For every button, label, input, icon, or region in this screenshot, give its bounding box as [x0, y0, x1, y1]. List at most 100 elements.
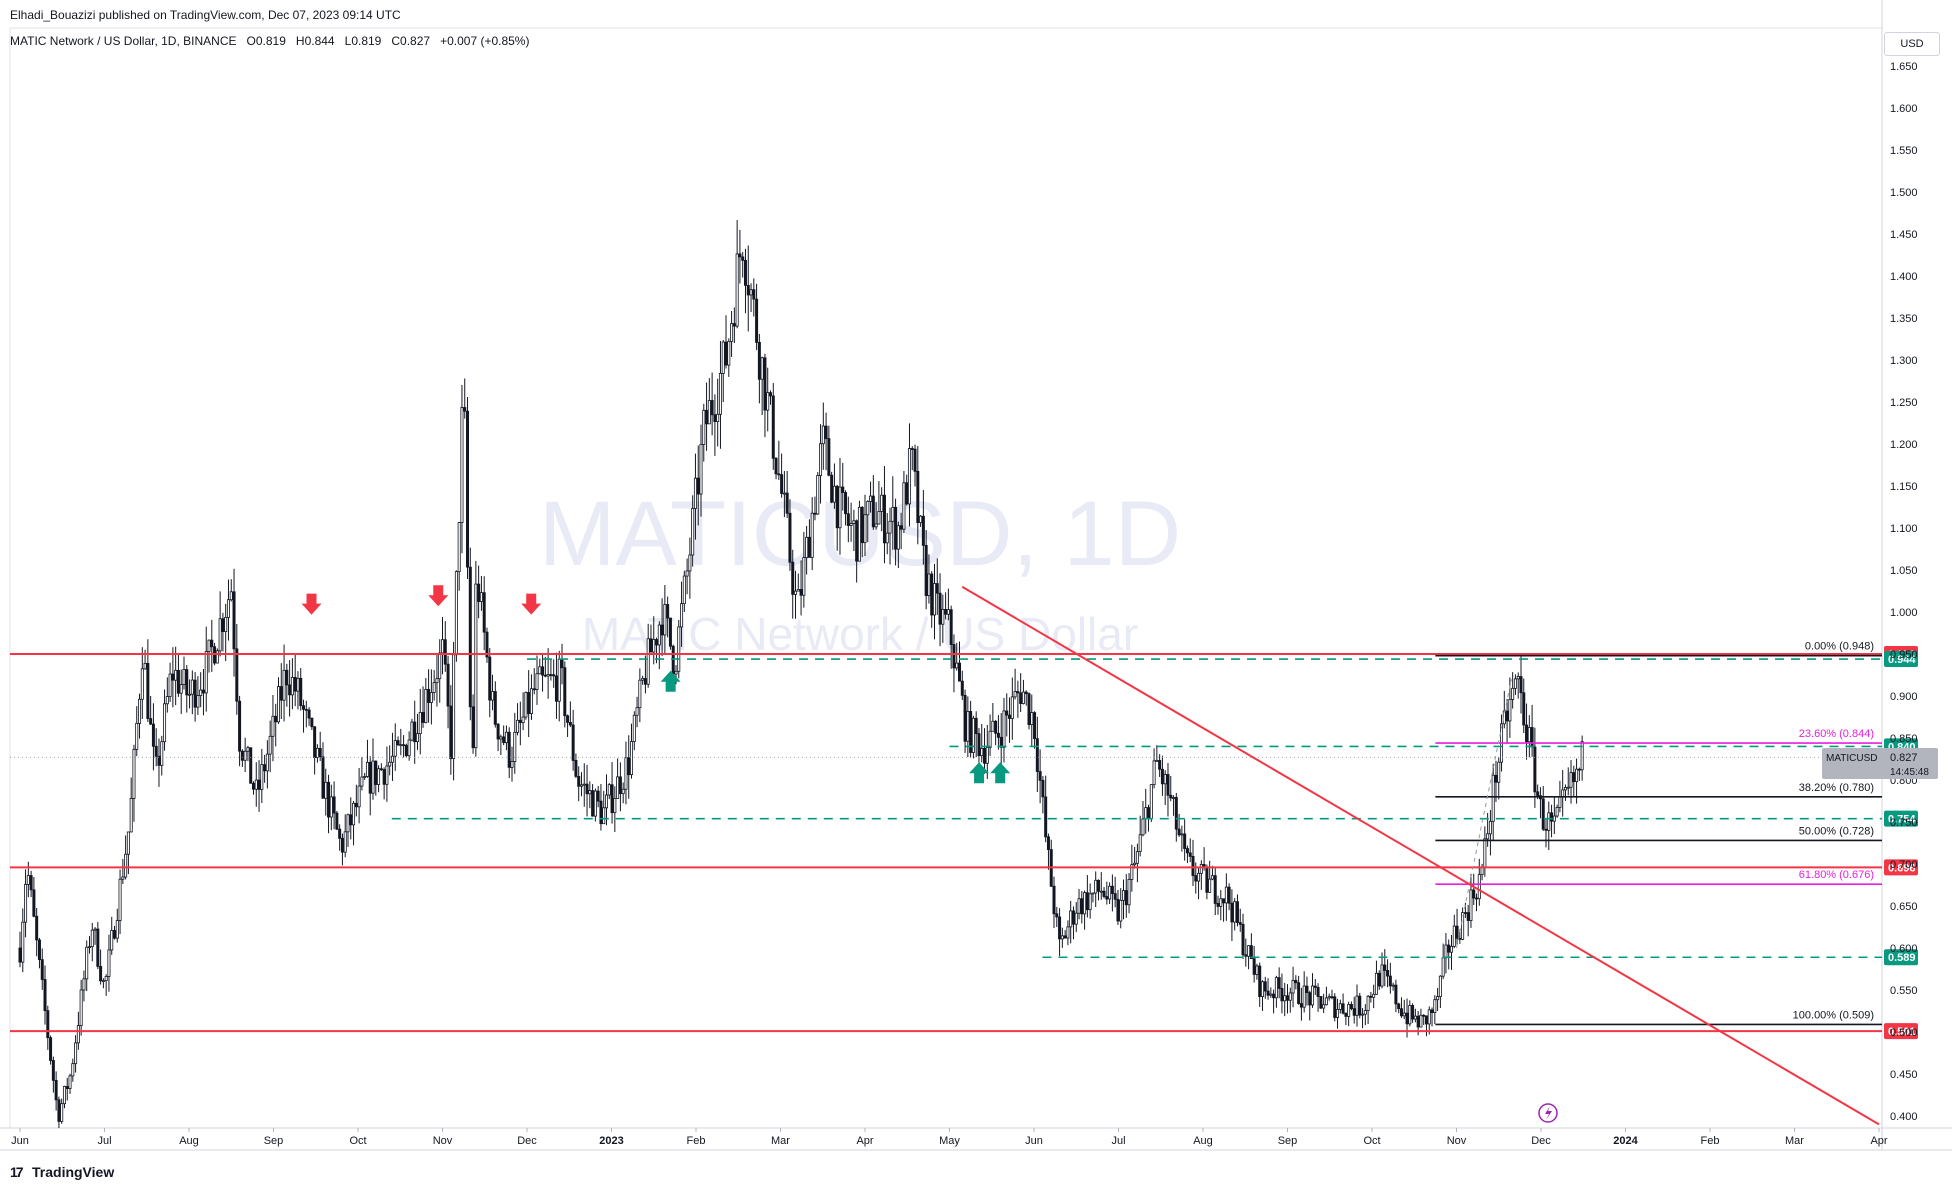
candle-body [1005, 710, 1009, 716]
price-tick-label: 1.450 [1890, 229, 1918, 241]
brand-name: TradingView [32, 1164, 115, 1180]
symbol-title[interactable]: MATIC Network / US Dollar, 1D, BINANCE [10, 34, 237, 48]
candle-body [313, 726, 317, 758]
tradingview-logo[interactable]: 17 TradingView [10, 1164, 114, 1180]
candle-body [1260, 981, 1264, 997]
candle-body [1222, 898, 1226, 904]
candle-body [263, 764, 267, 772]
candle-body [87, 946, 91, 949]
candle-body [1185, 848, 1189, 854]
candle-body [268, 735, 272, 755]
time-tick-label: Nov [1447, 1135, 1467, 1147]
candle-body [1558, 796, 1562, 808]
candle-body [274, 715, 278, 723]
candle-body [1455, 925, 1459, 939]
candle-body [115, 920, 119, 939]
candle-body [1424, 1015, 1428, 1025]
candle-body [1241, 923, 1245, 956]
candle-body [746, 285, 750, 296]
candle-body [1283, 995, 1287, 1002]
candle-body [491, 691, 495, 701]
candle-body [215, 650, 219, 664]
lightning-icon[interactable] [1538, 1103, 1558, 1123]
candle-body [705, 409, 709, 425]
candle-body [1255, 965, 1259, 975]
candle-body [1580, 741, 1584, 771]
candle-body [969, 711, 973, 753]
candle-body [1174, 797, 1178, 830]
candle-body [463, 407, 467, 412]
candle-body [390, 755, 394, 763]
candle-body [160, 741, 164, 766]
candle-body [485, 631, 489, 658]
candle-body [958, 662, 962, 682]
candle-body [771, 395, 775, 459]
candle-body [668, 617, 672, 647]
candle-body [1466, 912, 1470, 921]
candle-body [371, 760, 375, 794]
candle-body [377, 768, 381, 785]
candle-body [46, 1010, 50, 1039]
candle-body [1069, 910, 1073, 928]
time-tick-label: Dec [517, 1135, 537, 1147]
candle-body [980, 747, 984, 757]
candle-body [907, 448, 911, 505]
candle-body [1408, 1005, 1412, 1025]
candle-body [699, 444, 703, 495]
candle-body [182, 669, 186, 685]
candle-body [916, 470, 920, 523]
candle-body [582, 783, 586, 786]
close-label: C [391, 34, 401, 48]
candle-body [807, 536, 811, 558]
candle-body [1124, 890, 1128, 906]
candle-body [1105, 896, 1109, 900]
candle-body [1388, 975, 1392, 987]
candle-body [1030, 712, 1034, 726]
candle-body [696, 477, 700, 495]
candle-body [138, 698, 142, 724]
time-axis[interactable]: Jun Jul Aug Sep Oct Nov Dec 2023 Feb Mar Apr May Jun… [11, 1128, 1888, 1147]
candle-body [290, 676, 294, 696]
candle-body [888, 520, 892, 534]
candle-body [288, 684, 292, 696]
candle-body [1319, 996, 1323, 1009]
candle-body [1552, 815, 1556, 822]
candle-body [1188, 852, 1192, 857]
candle-body [179, 684, 183, 694]
candle-body [49, 1037, 53, 1061]
candle-body [532, 688, 536, 691]
candle-body [132, 748, 136, 799]
fib-level-label: 61.80% (0.676) [1799, 869, 1874, 881]
candle-body [340, 837, 344, 853]
candle-body [688, 554, 692, 572]
candle-body [171, 673, 175, 681]
candle-body [924, 544, 928, 596]
candle-body [1091, 892, 1095, 895]
candle-body [757, 342, 761, 380]
candle-body [54, 1079, 58, 1101]
candle-body [277, 686, 281, 723]
candle-body [852, 520, 856, 524]
candle-body [1569, 772, 1573, 788]
candle-body [655, 639, 659, 646]
candle-body [499, 736, 503, 740]
candle-body [610, 784, 614, 814]
candle-body [335, 812, 339, 830]
candle-body [1411, 1005, 1415, 1020]
candle-body [741, 256, 745, 261]
candle-body [1144, 807, 1148, 820]
candle-body [591, 790, 595, 817]
currency-selector[interactable]: USD [1884, 32, 1940, 56]
candle-body [1344, 1012, 1348, 1017]
candle-body [538, 666, 542, 675]
price-axis[interactable]: 0.400 0.450 0.500 0.550 0.600 0.650 0.700 0.750… [1890, 61, 1918, 1123]
candle-body [321, 756, 325, 799]
candle-body [1438, 975, 1442, 997]
candle-body [1077, 898, 1081, 914]
candle-body [1088, 893, 1092, 911]
candle-body [894, 506, 898, 550]
candle-body [882, 494, 886, 544]
candle-body [99, 965, 103, 982]
candle-body [410, 721, 414, 741]
